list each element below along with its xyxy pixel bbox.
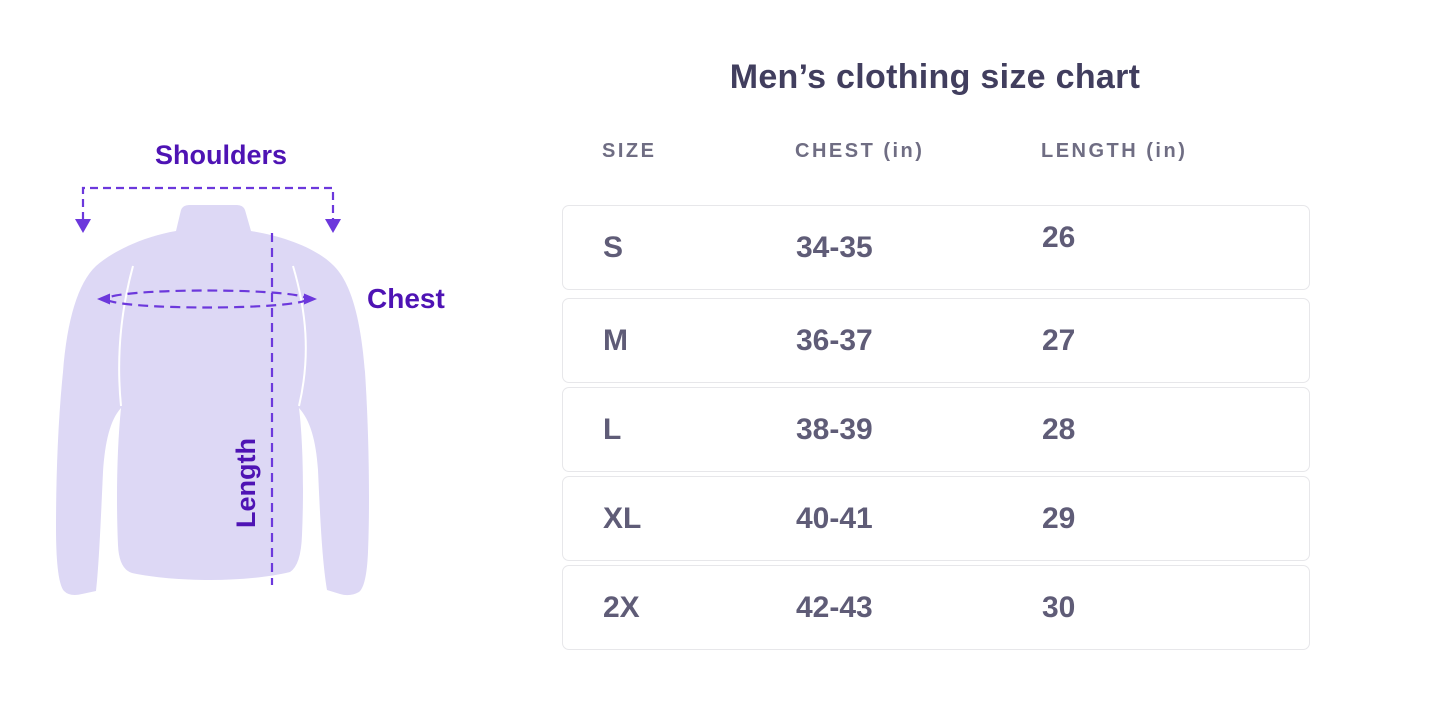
right-sleeve-seam: [292, 265, 307, 407]
shoulders-label: Shoulders: [154, 140, 288, 170]
cell-chest: 36-37: [796, 323, 873, 357]
shirt-measurement-diagram: Shoulders Chest Length: [0, 0, 500, 725]
column-header-length: LENGTH (in): [1041, 140, 1188, 162]
column-header-chest: CHEST (in): [795, 140, 925, 162]
cell-chest: 34-35: [796, 230, 873, 264]
table-header-row: SIZE CHEST (in) LENGTH (in): [562, 140, 1310, 163]
cell-chest: 42-43: [796, 590, 873, 624]
table-row: XL 40-41 29: [562, 476, 1310, 561]
shoulders-bracket-line: [81, 186, 335, 220]
chest-arrow-right: [304, 293, 317, 305]
left-sleeve-seam: [118, 265, 134, 407]
cell-length: 27: [1042, 323, 1076, 357]
page-title: Men’s clothing size chart: [729, 58, 1141, 96]
table-row: L 38-39 28: [562, 387, 1310, 472]
cell-length: 28: [1042, 412, 1076, 446]
table-body: S 34-35 26 M 36-37 27 L 38-39 28 XL 40-41 29 2X 42-43…: [562, 205, 1310, 654]
size-chart-panel: Men’s clothing size chart SIZE CHEST (in…: [560, 0, 1310, 725]
chest-arrow-left: [97, 293, 110, 305]
shirt-illustration: [56, 186, 369, 596]
cell-size: L: [603, 412, 622, 446]
shoulders-arrow-left: [75, 219, 91, 233]
shirt-silhouette: [56, 205, 369, 596]
cell-size: S: [603, 230, 624, 264]
cell-chest: 40-41: [796, 501, 873, 535]
table-row: S 34-35 26: [562, 205, 1310, 290]
chest-label: Chest: [367, 283, 445, 314]
cell-length: 26: [1042, 220, 1076, 254]
cell-size: 2X: [603, 590, 640, 624]
cell-chest: 38-39: [796, 412, 873, 446]
column-header-size: SIZE: [602, 140, 657, 162]
length-label: Length: [231, 438, 261, 528]
cell-size: XL: [603, 501, 642, 535]
table-row: 2X 42-43 30: [562, 565, 1310, 650]
cell-length: 30: [1042, 590, 1076, 624]
shoulders-arrow-right: [325, 219, 341, 233]
cell-length: 29: [1042, 501, 1076, 535]
cell-size: M: [603, 323, 628, 357]
table-row: M 36-37 27: [562, 298, 1310, 383]
